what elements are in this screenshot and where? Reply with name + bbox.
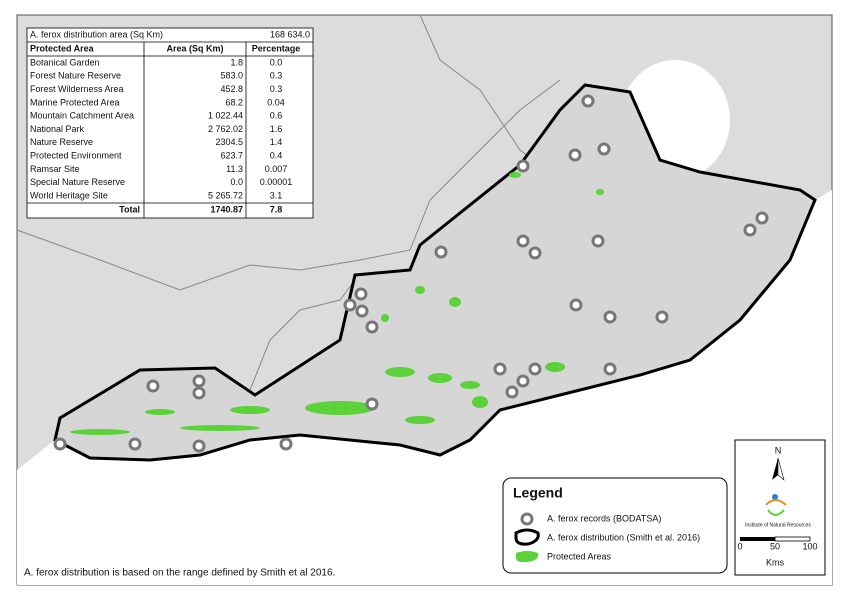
records [53,94,769,453]
note: A. ferox distribution is based on the ra… [24,568,335,579]
legend-item: A. ferox records (BODATSA) [547,513,661,523]
row-area: 2 762.02 [208,124,243,134]
row-percentage: 3.1 [270,190,283,200]
row-name: National Park [30,124,85,134]
row-area: 68.2 [225,97,243,107]
legend-symbol [520,512,534,526]
total-label: Total [119,204,140,214]
table-header: Protected Area [30,43,95,53]
row-name: World Heritage Site [30,190,108,200]
row-name: Ramsar Site [30,164,80,174]
row-name: Marine Protected Area [30,97,120,107]
row-percentage: 0.3 [270,71,283,81]
row-name: Botanical Garden [30,57,100,67]
scale-label: 100 [802,541,817,551]
legend: Legend A. ferox records (BODATSA) A. fer… [502,477,728,574]
row-percentage: 0.00001 [260,177,293,187]
legend-title: Legend [513,485,563,501]
row-percentage: 0.0 [270,57,283,67]
row-name: Nature Reserve [30,137,93,147]
row-percentage: 0.007 [265,164,288,174]
row-name: Forest Nature Reserve [30,71,121,81]
row-percentage: 1.6 [270,124,283,134]
legend-item: A. ferox distribution (Smith et al. 2016… [547,532,700,542]
row-percentage: 1.4 [270,137,283,147]
table-title-value: 168 634.0 [270,29,310,39]
row-area: 11.3 [226,164,243,174]
row-area: 623.7 [220,150,243,160]
row-name: Mountain Catchment Area [30,111,134,121]
protected-areas [70,172,604,435]
row-area: 2304.5 [215,137,243,147]
row-percentage: 0.3 [270,84,283,94]
scale-label: 50 [770,541,780,551]
area-table: A. ferox distribution area (Sq Km) 168 6… [26,27,314,219]
north-box: N Institute of Natural Resources 0 50 10… [734,439,826,576]
row-percentage: 0.4 [270,150,283,160]
total-percentage: 7.8 [270,204,283,214]
table-title: A. ferox distribution area (Sq Km) [30,29,163,39]
table-header: Area (Sq Km) [166,43,223,53]
row-area: 5 265.72 [208,190,243,200]
total-area: 1740.87 [210,204,243,214]
row-area: 452.8 [220,84,243,94]
row-percentage: 0.04 [267,97,285,107]
row-area: 0.0 [230,177,243,187]
distribution-outline [53,83,817,462]
logo-text: Institute of Natural Resources [745,522,811,528]
legend-symbol [516,551,539,563]
legend-item: Protected Areas [547,551,612,561]
table-header: Percentage [252,43,301,53]
row-area: 583.0 [220,71,243,81]
scale-unit: Kms [766,557,785,567]
row-percentage: 0.6 [270,111,283,121]
row-name: Special Nature Reserve [30,177,125,187]
legend-symbol [514,528,540,546]
scale-label: 0 [737,541,742,551]
north-label: N [775,445,782,455]
row-area: 1.8 [230,57,243,67]
row-name: Forest Wilderness Area [30,84,124,94]
row-area: 1 022.44 [208,111,243,121]
row-name: Protected Environment [30,150,122,160]
